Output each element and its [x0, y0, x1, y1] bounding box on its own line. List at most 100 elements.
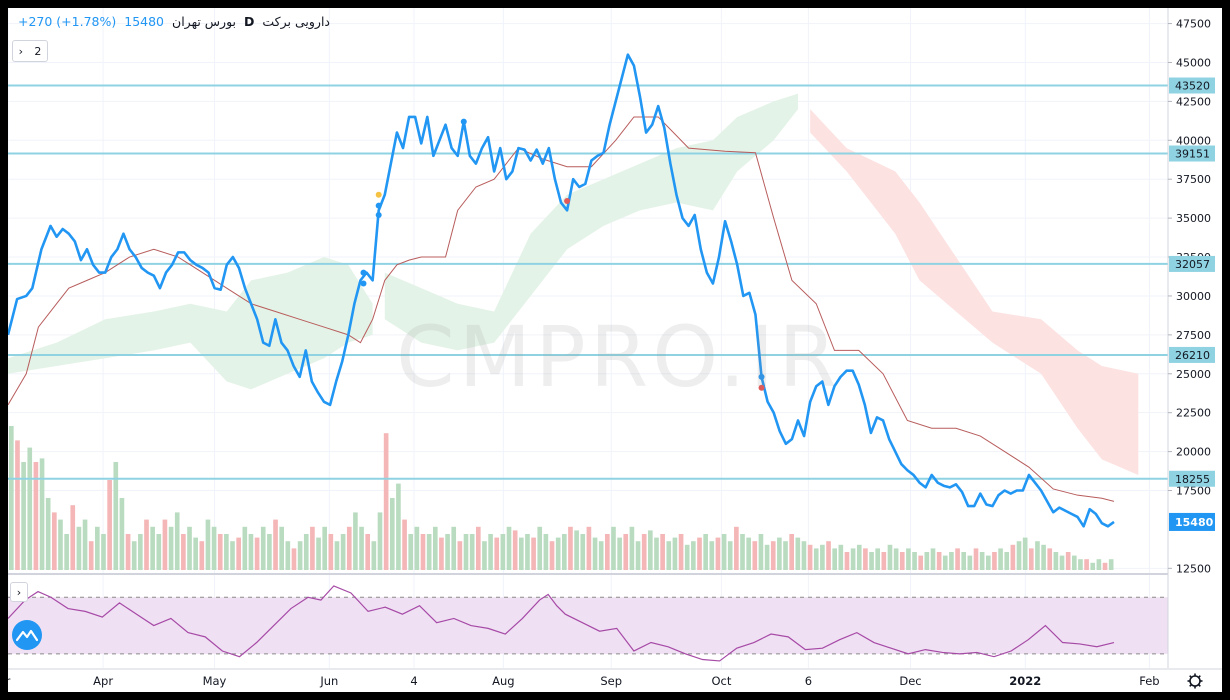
volume-bar — [162, 519, 168, 570]
horizontal-levels[interactable] — [8, 84, 1168, 480]
volume-bar — [592, 537, 598, 570]
symbol-name[interactable]: دارویی برکت — [262, 14, 330, 29]
level-label-bg — [1169, 346, 1215, 363]
volume-bar — [21, 462, 26, 570]
gear-tooth — [1189, 683, 1193, 687]
volume-bar — [967, 555, 973, 570]
volume-bar — [156, 534, 162, 570]
price-axis-bg — [1168, 8, 1222, 668]
price-tick-label: 40000 — [1176, 134, 1211, 147]
volume-bar — [936, 552, 942, 570]
volume-bar — [82, 519, 88, 570]
volume-bar — [88, 541, 94, 570]
volume-bar — [389, 498, 395, 570]
volume-bar — [1065, 552, 1071, 570]
time-tick-label: 4 — [410, 674, 417, 688]
volume-bar — [691, 541, 696, 570]
volume-bar — [494, 537, 500, 570]
volume-bar — [562, 534, 567, 570]
price-line[interactable] — [8, 53, 1115, 528]
volume-bar — [457, 541, 463, 570]
signal-dot — [375, 202, 382, 209]
volume-bar — [912, 552, 917, 570]
volume-bar — [709, 541, 715, 570]
cloud-segment — [384, 93, 798, 351]
volume-bar — [76, 526, 82, 570]
volume-bar — [1084, 559, 1089, 570]
volume-bar — [1016, 541, 1022, 570]
axes: 4750045000425004000037500350003250030000… — [8, 8, 1222, 689]
volume-bar — [893, 548, 899, 570]
volume-bar — [795, 537, 801, 570]
volume-bar — [543, 534, 549, 570]
time-tick-label: Dec — [899, 674, 921, 688]
indicators-toggle-button[interactable]: › 2 — [12, 40, 48, 62]
volume-bar — [1035, 541, 1040, 570]
volume-bar — [451, 526, 457, 570]
price-path[interactable] — [8, 53, 1115, 528]
time-tick-label: Apr — [93, 674, 113, 688]
signal-dot — [564, 198, 571, 205]
price-tick-label: 30000 — [1176, 290, 1211, 303]
volume-bar — [500, 534, 506, 570]
oscillator-toggle-button[interactable]: › — [10, 582, 28, 602]
volume-bar — [844, 552, 850, 570]
volume-bar — [70, 505, 76, 570]
volume-bar — [181, 534, 186, 570]
volume-bar — [875, 548, 881, 570]
volume-bar — [531, 537, 536, 570]
volume-bar — [518, 537, 524, 570]
volume-bar — [838, 544, 844, 570]
timeframe-label[interactable]: D — [244, 14, 255, 29]
volume-bar — [119, 498, 125, 570]
volume-bar — [150, 526, 155, 570]
time-tick-label: 2022 — [1009, 674, 1041, 688]
exchange-name: بورس تهران — [172, 14, 237, 29]
volume-bar — [955, 548, 960, 570]
volume-bar — [918, 555, 924, 570]
volume-bar — [942, 555, 948, 570]
volume-bar — [752, 541, 758, 570]
cloud-segment — [8, 257, 373, 390]
volume-bar — [881, 552, 887, 570]
volume-bar — [27, 447, 33, 570]
volume-bar — [549, 541, 555, 570]
volume-bar — [869, 552, 874, 570]
volume-bar — [248, 534, 254, 570]
volume-bar — [697, 537, 702, 570]
volume-bar — [377, 512, 383, 570]
volume-bar — [1108, 559, 1114, 570]
volume-bar — [254, 537, 260, 570]
volume-bar — [383, 433, 389, 570]
chart-svg[interactable]: 80.000040.0000 47500 45000 42500 40000 37500… — [8, 8, 1222, 692]
tradingview-logo-icon[interactable] — [12, 620, 42, 650]
last-price: 15480 — [124, 14, 165, 29]
current-price-label: 15480 — [1175, 516, 1214, 529]
volume-bar — [439, 537, 444, 570]
ichimoku-cloud — [8, 93, 1139, 475]
level-label-bg — [1169, 145, 1215, 162]
price-tick-label: 20000 — [1176, 446, 1211, 459]
volume-bar — [617, 537, 622, 570]
volume-bar — [1090, 562, 1096, 570]
level-label: 18255 — [1175, 473, 1210, 486]
volume-bar — [555, 537, 561, 570]
volume-bar — [482, 541, 487, 570]
current-price-label-bg — [1169, 512, 1215, 531]
volume-bar — [199, 541, 205, 570]
price-change: +270 (+1.78%) — [18, 14, 117, 29]
baseline-line — [8, 116, 1115, 502]
volume-bar — [193, 537, 198, 570]
gear-tooth — [1197, 675, 1201, 679]
time-tick-label: r — [8, 674, 11, 688]
gear-icon[interactable] — [1187, 673, 1203, 689]
gear-ring — [1189, 675, 1201, 687]
volume-bar — [469, 534, 475, 570]
volume-bar — [906, 548, 911, 570]
volume-bar — [322, 526, 328, 570]
volume-bar — [850, 548, 856, 570]
chart-legend[interactable]: +270 (+1.78%) 15480 بورس تهران D دارویی … — [18, 14, 330, 29]
chart-canvas[interactable]: 80.000040.0000 47500 45000 42500 40000 37500… — [8, 8, 1222, 692]
level-label-bg — [1169, 77, 1215, 94]
